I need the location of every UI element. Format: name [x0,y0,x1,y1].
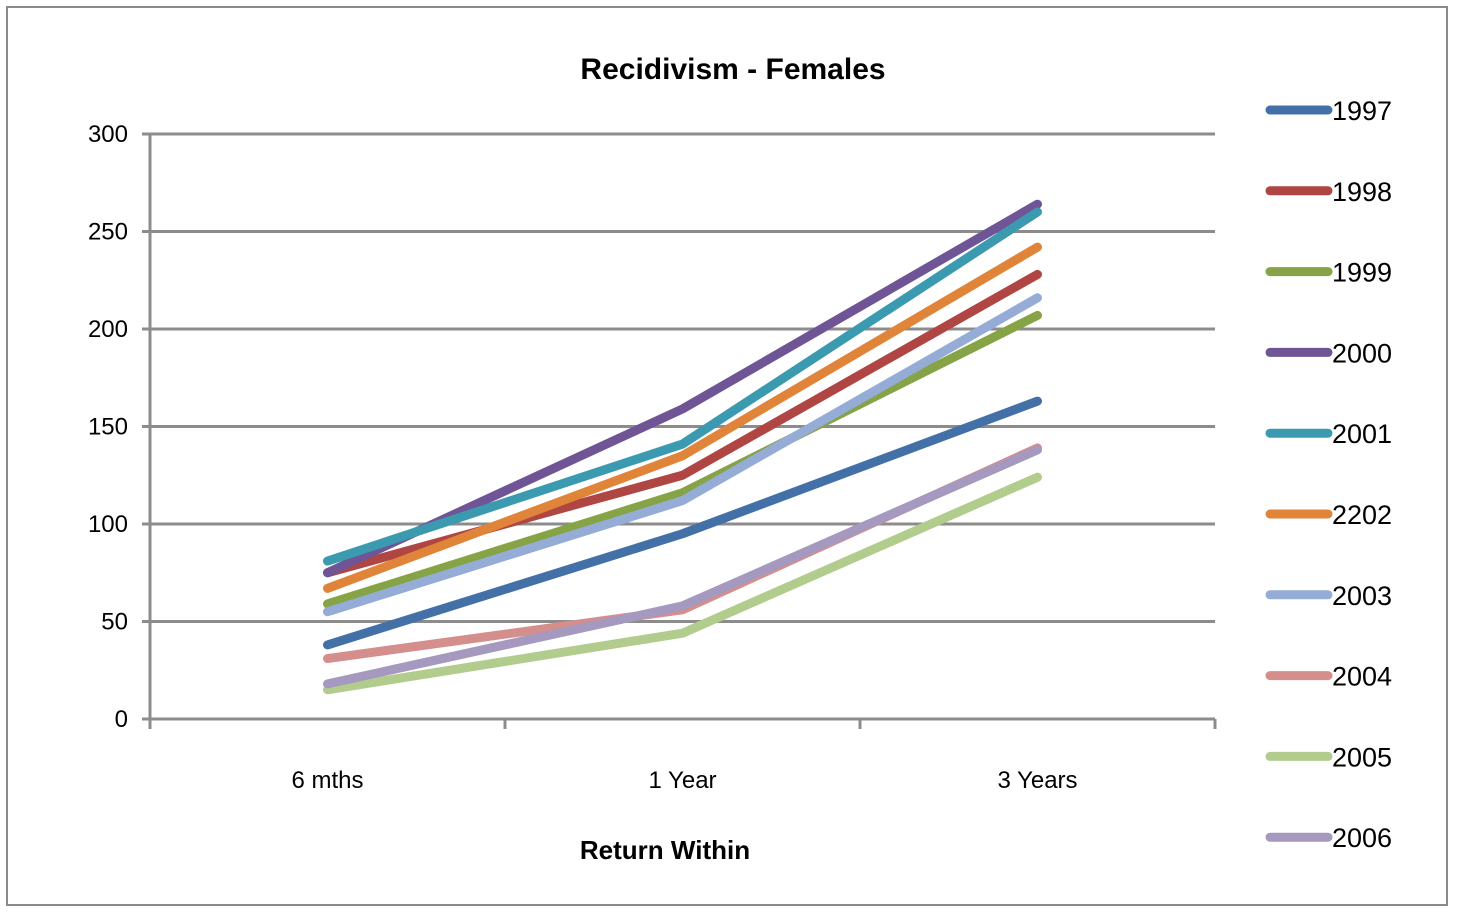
legend-label-1997: 1997 [1332,96,1392,126]
y-tick-label: 300 [88,121,128,148]
legend-label-1999: 1999 [1332,258,1392,288]
y-tick-label: 100 [88,511,128,538]
series-lines [323,199,1042,695]
x-tick-label: 6 mths [291,767,363,794]
legend-label-2202: 2202 [1332,500,1392,530]
series-line-1997 [323,396,1042,650]
y-tick-label: 250 [88,219,128,246]
legend-label-2005: 2005 [1332,742,1392,772]
legend-label-2003: 2003 [1332,581,1392,611]
x-tick-label: 1 Year [648,767,716,794]
x-axis-title: Return Within [580,835,750,865]
y-tick-label: 150 [88,414,128,441]
chart-title: Recidivism - Females [580,53,885,86]
y-tick-label: 0 [115,706,128,733]
series-line-2000 [323,199,1042,578]
legend-label-2001: 2001 [1332,419,1392,449]
axes: 0 50 100 150 200 250 300 6 mths 1 Year 3 Years [88,121,1217,794]
y-tick-label: 200 [88,316,128,343]
y-tick-label: 50 [101,609,128,636]
series-line-2006 [323,445,1042,689]
series-line-1999 [323,310,1042,609]
line-chart: Recidivism - Females 0 50 100 150 200 250 300 6… [88,53,1392,865]
gridlines [150,132,1215,623]
series-line-2202 [323,242,1042,593]
legend-label-2000: 2000 [1332,338,1392,368]
chart-frame: Recidivism - Females 0 50 100 150 200 250 300 6… [6,6,1448,906]
series-line-2003 [323,293,1042,617]
series-line-2001 [323,207,1042,566]
legend: 1997 1998 1999 2000 2001 2202 2003 2004 2005 2006 [1265,96,1392,853]
legend-label-1998: 1998 [1332,177,1392,207]
x-tick-label: 3 Years [997,767,1077,794]
legend-label-2004: 2004 [1332,662,1392,692]
series-line-2005 [323,472,1042,695]
legend-label-2006: 2006 [1332,823,1392,853]
